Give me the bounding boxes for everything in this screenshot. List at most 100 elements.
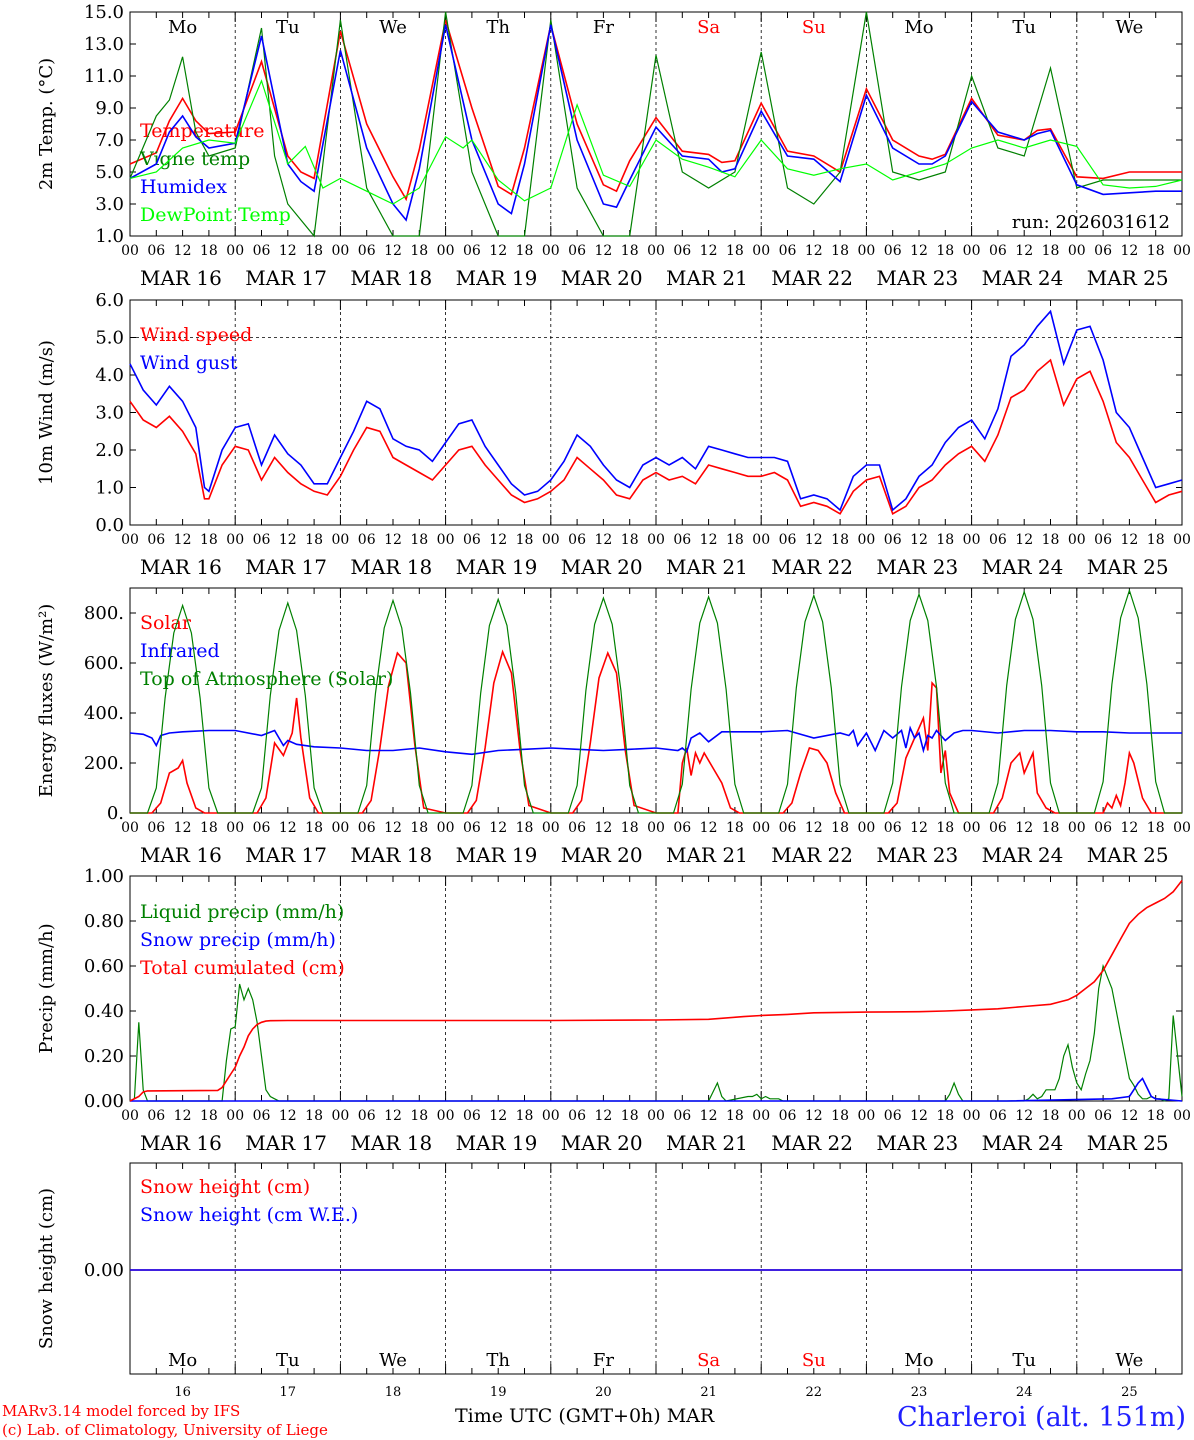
hour-tick-label: 00 — [963, 243, 981, 259]
hour-tick-label: 06 — [779, 1108, 797, 1124]
y-tick-label: 0.40 — [84, 1001, 124, 1022]
date-label: MAR 22 — [771, 843, 853, 867]
hour-tick-label: 18 — [516, 243, 534, 259]
day-number-label: 20 — [595, 1385, 612, 1400]
series-line-solar — [130, 649, 1182, 814]
y-tick-label: 0.0 — [95, 515, 124, 536]
hour-tick-label: 00 — [1068, 1108, 1086, 1124]
hour-tick-label: 00 — [542, 243, 560, 259]
legend-entry: Top of Atmosphere (Solar) — [140, 668, 393, 690]
hour-tick-label: 18 — [1042, 532, 1060, 548]
date-label: MAR 23 — [876, 266, 958, 290]
hour-tick-label: 06 — [358, 820, 376, 836]
hour-tick-label: 18 — [831, 243, 849, 259]
hour-tick-label: 12 — [805, 820, 823, 836]
legend-entry: Infrared — [140, 640, 220, 662]
y-axis-label: 2m Temp. (°C) — [36, 58, 57, 190]
hour-tick-label: 00 — [647, 532, 665, 548]
legend-entry: DewPoint Temp — [140, 204, 291, 226]
hour-tick-label: 00 — [1068, 820, 1086, 836]
hour-tick-label: 06 — [1094, 820, 1112, 836]
hour-tick-label: 18 — [516, 532, 534, 548]
hour-tick-label: 06 — [568, 532, 586, 548]
legend-entry: Snow height (cm W.E.) — [140, 1204, 358, 1226]
hour-tick-label: 12 — [384, 243, 402, 259]
hour-tick-label: 00 — [121, 532, 139, 548]
hour-tick-label: 12 — [1015, 243, 1033, 259]
hour-tick-label: 00 — [857, 820, 875, 836]
panel-2-frame — [129, 299, 1183, 526]
hour-tick-label: 18 — [726, 532, 744, 548]
hour-tick-label: 06 — [673, 820, 691, 836]
weekday-label: We — [379, 1350, 407, 1371]
date-label: MAR 21 — [666, 1131, 748, 1155]
weekday-label: Fr — [593, 1350, 614, 1371]
series-line-temperature — [129, 19, 1182, 202]
hour-tick-label: 00 — [647, 820, 665, 836]
date-label: MAR 21 — [666, 266, 748, 290]
hour-tick-label: 12 — [700, 243, 718, 259]
hour-tick-label: 00 — [121, 1108, 139, 1124]
date-label: MAR 23 — [876, 843, 958, 867]
legend-entry: Snow precip (mm/h) — [140, 929, 336, 951]
legend-entry: Solar — [140, 612, 192, 634]
hour-tick-label: 06 — [358, 243, 376, 259]
date-label: MAR 19 — [456, 1131, 538, 1155]
y-tick-label: 3.0 — [95, 403, 124, 424]
hour-tick-label: 12 — [174, 532, 192, 548]
hour-tick-label: 06 — [253, 1108, 271, 1124]
weekday-label: Tu — [276, 17, 300, 38]
date-label: MAR 17 — [245, 555, 327, 579]
panel-3-frame — [129, 587, 1183, 814]
hour-tick-label: 18 — [831, 532, 849, 548]
date-label: MAR 22 — [771, 266, 853, 290]
hour-tick-label: 18 — [1147, 532, 1165, 548]
model-credit: MARv3.14 model forced by IFS — [2, 1402, 241, 1420]
date-label: MAR 16 — [140, 1131, 222, 1155]
hour-tick-label: 12 — [1015, 820, 1033, 836]
weekday-label: Sa — [697, 1350, 720, 1371]
hour-tick-label: 06 — [253, 532, 271, 548]
hour-tick-label: 06 — [463, 243, 481, 259]
hour-tick-label: 00 — [226, 1108, 244, 1124]
hour-tick-label: 00 — [1173, 532, 1191, 548]
date-label: MAR 20 — [561, 1131, 643, 1155]
hour-tick-label: 00 — [542, 532, 560, 548]
weekday-label: Th — [486, 1350, 510, 1371]
series-line-humidex — [129, 24, 1182, 222]
hour-tick-label: 12 — [1120, 243, 1138, 259]
y-tick-label: 800. — [84, 603, 124, 624]
hour-tick-label: 12 — [594, 532, 612, 548]
date-label: MAR 18 — [350, 266, 432, 290]
series-line-top-of-atmosphere-solar- — [130, 588, 1182, 814]
hour-tick-label: 18 — [305, 243, 323, 259]
hour-tick-label: 18 — [305, 820, 323, 836]
hour-tick-label: 00 — [437, 243, 455, 259]
legend-entry: Humidex — [140, 176, 227, 198]
date-label: MAR 18 — [350, 843, 432, 867]
hour-tick-label: 18 — [936, 243, 954, 259]
hour-tick-label: 06 — [463, 1108, 481, 1124]
hour-tick-label: 00 — [647, 1108, 665, 1124]
hour-tick-label: 12 — [594, 243, 612, 259]
hour-tick-label: 00 — [647, 243, 665, 259]
hour-tick-label: 18 — [200, 820, 218, 836]
hour-tick-label: 06 — [779, 532, 797, 548]
hour-tick-label: 18 — [831, 820, 849, 836]
hour-tick-label: 00 — [331, 243, 349, 259]
hour-tick-label: 00 — [1173, 243, 1191, 259]
date-label: MAR 22 — [771, 1131, 853, 1155]
hour-tick-label: 06 — [253, 243, 271, 259]
y-tick-label: 0.00 — [84, 1260, 124, 1281]
hour-tick-label: 00 — [437, 1108, 455, 1124]
y-tick-label: 0.80 — [84, 911, 124, 932]
hour-tick-label: 06 — [1094, 1108, 1112, 1124]
hour-tick-label: 12 — [805, 532, 823, 548]
y-tick-label: 9.0 — [95, 98, 124, 119]
hour-tick-label: 06 — [147, 820, 165, 836]
hour-tick-label: 12 — [279, 243, 297, 259]
hour-tick-label: 18 — [726, 1108, 744, 1124]
hour-tick-label: 00 — [1068, 532, 1086, 548]
